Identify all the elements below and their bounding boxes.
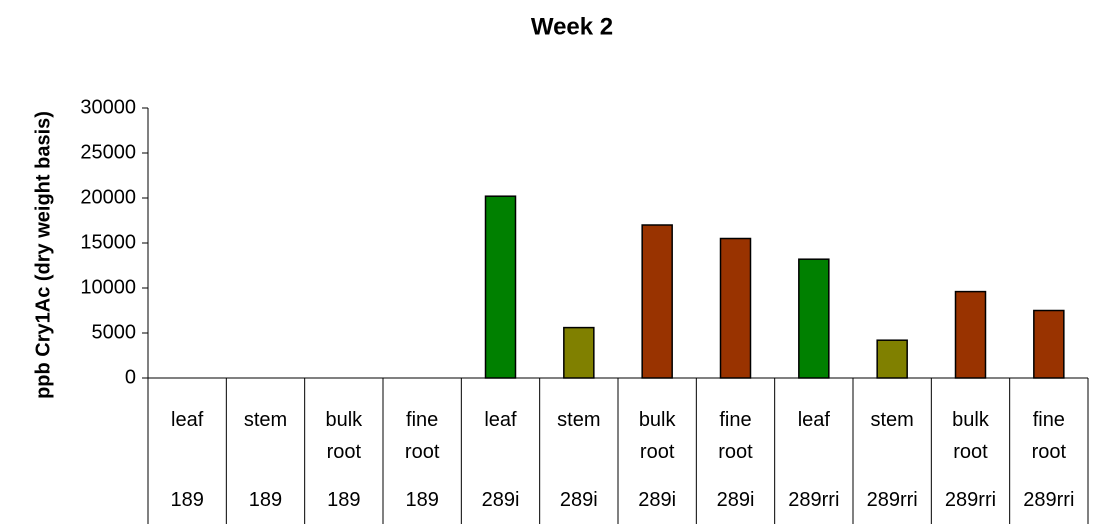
category-label: stem bbox=[243, 409, 288, 431]
group-label: 289i bbox=[716, 489, 755, 511]
bar bbox=[641, 224, 673, 379]
y-tick-label: 5000 bbox=[92, 321, 137, 343]
group-label: 189 bbox=[170, 489, 204, 511]
category-label: leaf bbox=[797, 409, 830, 431]
bar bbox=[954, 290, 987, 379]
y-tick-label: 0 bbox=[125, 366, 136, 388]
group-label: 189 bbox=[327, 489, 361, 511]
y-tick-label: 10000 bbox=[80, 276, 136, 298]
group-label: 289rri bbox=[866, 489, 918, 511]
category-label: leaf bbox=[171, 409, 204, 431]
group-label: 189 bbox=[248, 489, 283, 511]
chart-title: Week 2 bbox=[531, 13, 613, 40]
group-label: 289i bbox=[559, 489, 598, 511]
group-label: 289rri bbox=[788, 489, 840, 511]
y-tick-label: 15000 bbox=[80, 231, 136, 253]
group-label: 289rri bbox=[944, 489, 997, 511]
bar bbox=[484, 195, 517, 379]
category-label: bulk root bbox=[325, 409, 363, 463]
group-label: 289rri bbox=[1023, 489, 1075, 511]
category-label: stem bbox=[557, 409, 601, 431]
bar bbox=[876, 339, 908, 379]
y-tick-label: 20000 bbox=[80, 186, 136, 208]
bar bbox=[719, 237, 752, 379]
bar bbox=[798, 258, 830, 379]
category-label: fine root bbox=[718, 409, 753, 463]
category-label: stem bbox=[870, 409, 914, 431]
category-label: bulk root bbox=[638, 409, 676, 463]
bar bbox=[563, 326, 595, 379]
group-label: 189 bbox=[405, 489, 439, 511]
y-tick-label: 30000 bbox=[80, 96, 136, 118]
y-axis-label: ppb Cry1Ac (dry weight basis) bbox=[32, 111, 54, 399]
group-label: 289i bbox=[638, 489, 677, 511]
y-tick-label: 25000 bbox=[80, 141, 136, 163]
category-label: leaf bbox=[484, 409, 517, 431]
group-label: 289i bbox=[481, 489, 520, 511]
category-label: fine root bbox=[1031, 409, 1067, 463]
category-label: bulk root bbox=[952, 409, 989, 463]
bar bbox=[1033, 309, 1065, 379]
category-label: fine root bbox=[404, 409, 440, 463]
